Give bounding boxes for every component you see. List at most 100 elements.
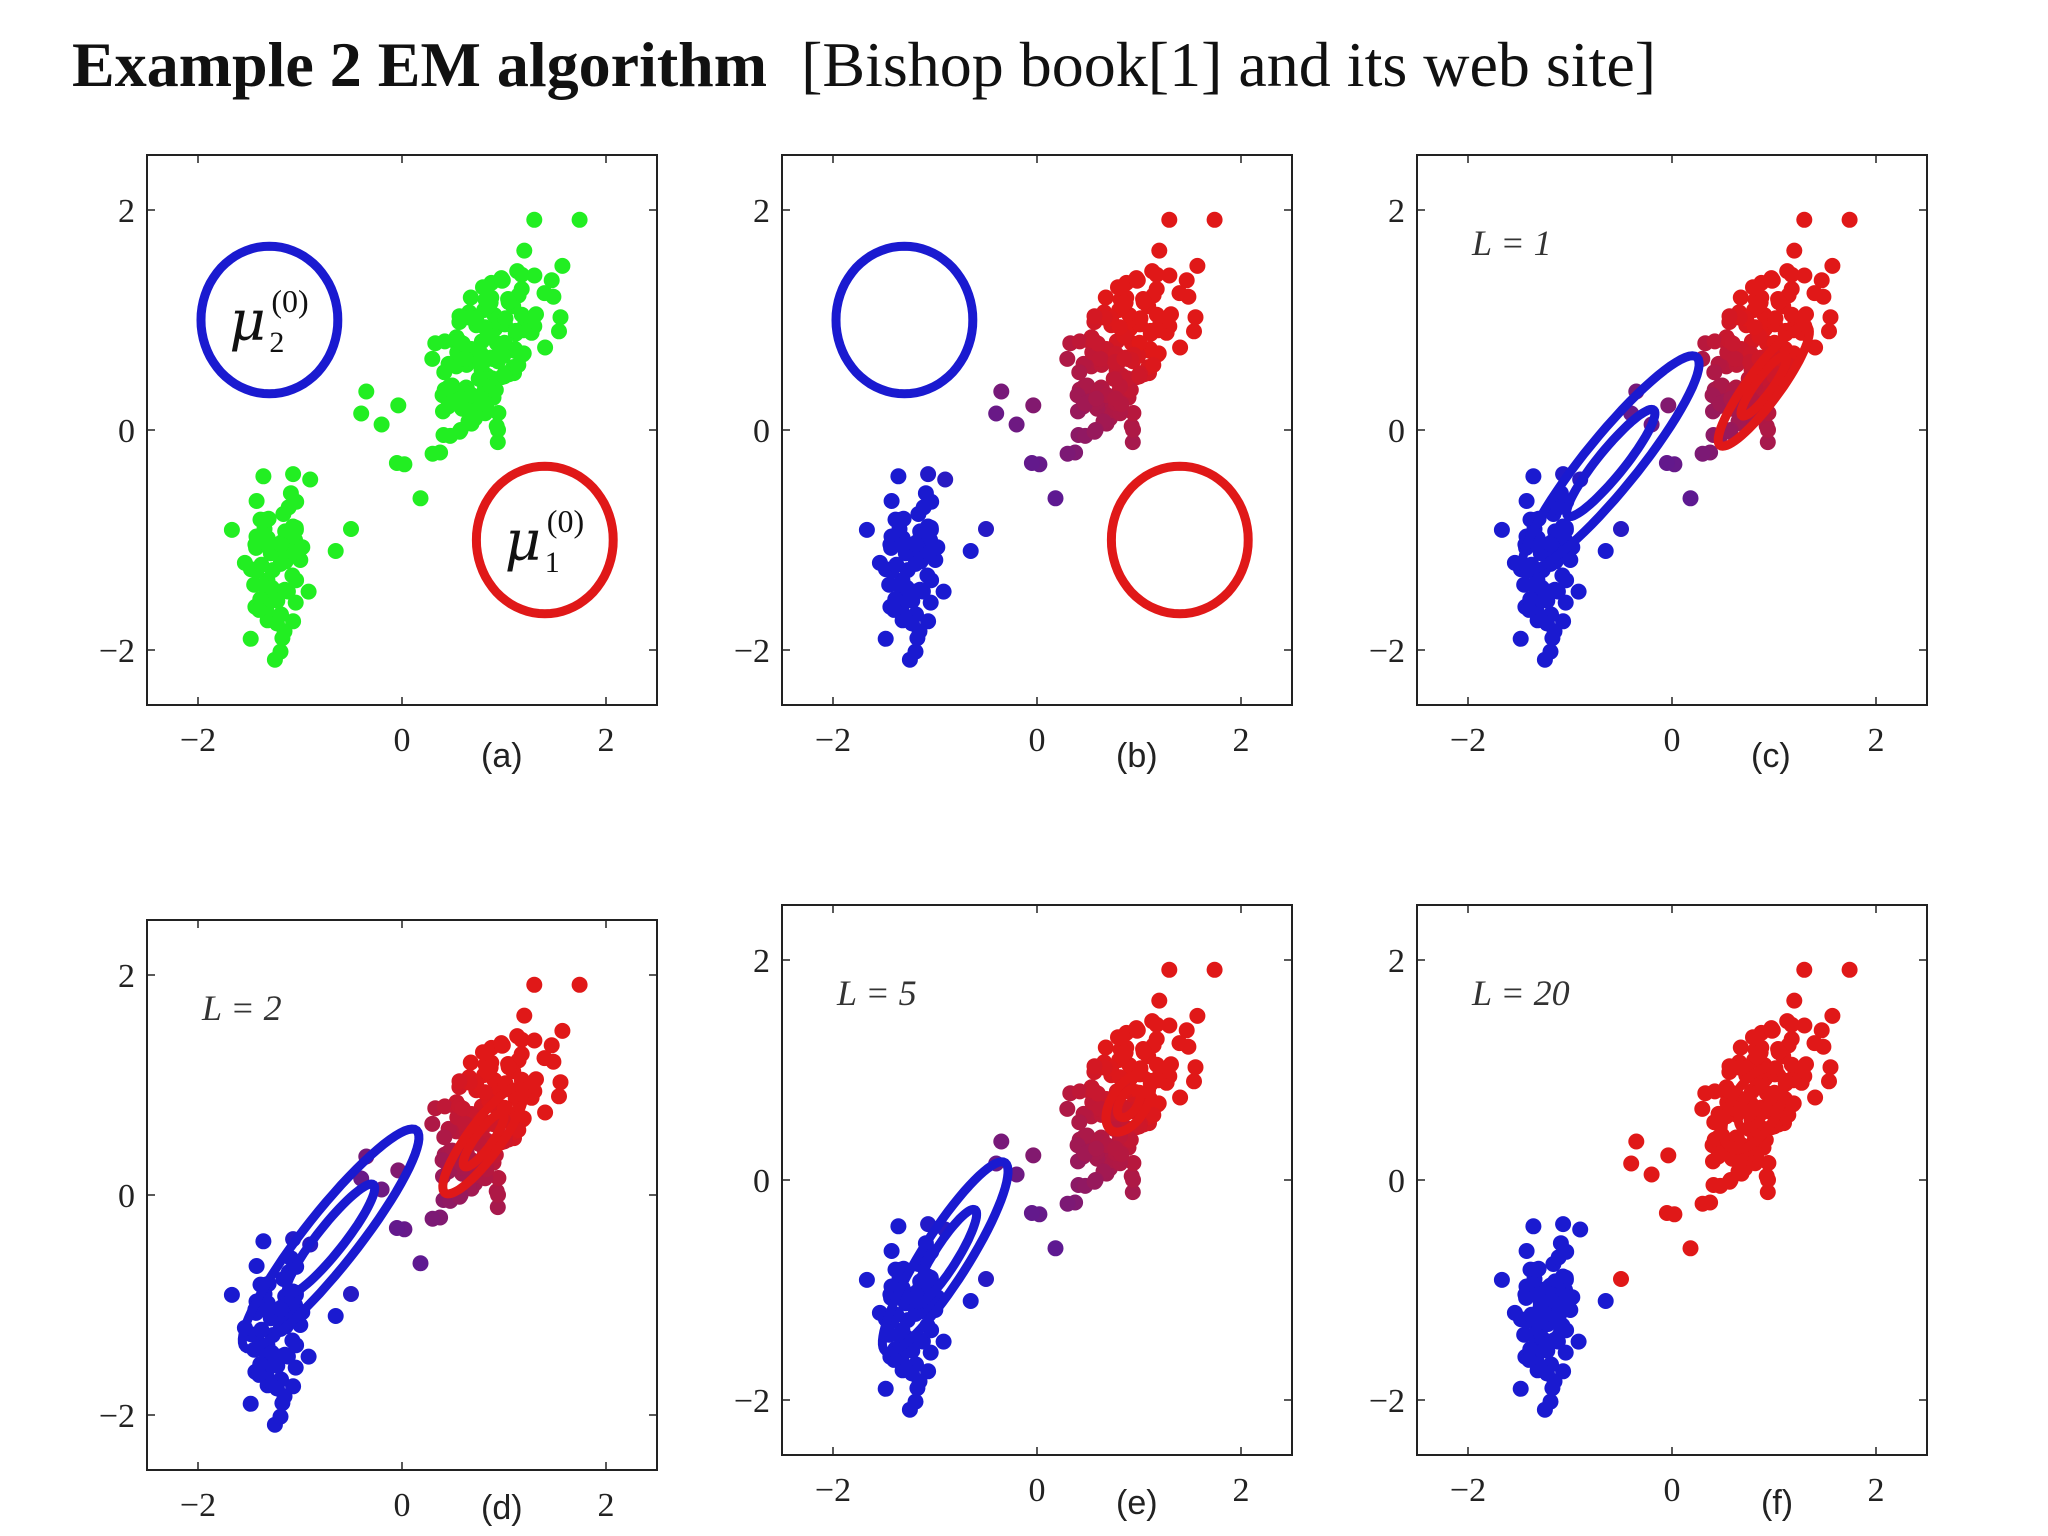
data-point	[1023, 455, 1040, 471]
panel-b: −2 0 2 −2 0 2 (b)	[697, 110, 1337, 775]
data-point	[1525, 1218, 1542, 1235]
data-point	[1059, 445, 1076, 462]
data-point	[1643, 1166, 1660, 1183]
data-point	[1658, 455, 1675, 471]
data-point	[412, 490, 429, 507]
data-point	[1148, 281, 1165, 297]
data-point	[1822, 309, 1839, 326]
y-tick-label: −2	[734, 633, 770, 670]
data-point	[1131, 334, 1148, 351]
data-point	[490, 405, 507, 421]
data-point	[1206, 211, 1223, 228]
data-point	[1180, 288, 1197, 305]
iteration-annotation: L = 2	[201, 988, 282, 1028]
data-point	[528, 1071, 544, 1088]
y-tick-label: 2	[1388, 193, 1405, 230]
x-tick-label: 0	[1029, 1472, 1046, 1509]
data-point	[962, 543, 979, 559]
data-point	[1660, 1147, 1677, 1164]
data-point	[1613, 1271, 1629, 1287]
data-point	[1071, 333, 1088, 350]
blue-component-contour	[237, 1124, 424, 1354]
data-point	[1493, 1271, 1510, 1288]
data-point	[285, 466, 302, 483]
data-point	[476, 319, 493, 336]
x-tick-label: −2	[180, 1487, 216, 1524]
data-point	[390, 397, 407, 414]
mean-label-superscript: (0)	[547, 503, 584, 539]
data-point	[858, 521, 875, 538]
data-point	[1546, 623, 1563, 640]
data-point	[1115, 294, 1132, 311]
y-tick-label: 2	[118, 958, 135, 995]
data-point	[1148, 1031, 1165, 1047]
x-tick-label: 0	[394, 1487, 411, 1524]
data-point	[253, 1321, 270, 1338]
data-point	[1822, 1059, 1839, 1076]
y-tick-label: 2	[1388, 943, 1405, 980]
data-point	[1813, 272, 1830, 289]
data-point	[284, 567, 301, 584]
data-point	[454, 1100, 471, 1117]
data-point	[1706, 1114, 1723, 1131]
data-point	[1151, 992, 1168, 1009]
data-point	[1518, 493, 1535, 509]
blue-component-contour	[1531, 1276, 1568, 1348]
data-point	[962, 1293, 979, 1309]
data-point	[451, 1073, 468, 1090]
data-point	[1125, 1155, 1142, 1171]
data-point	[1770, 294, 1787, 311]
data-point	[1533, 579, 1550, 596]
data-point	[543, 1037, 560, 1054]
data-point	[1763, 270, 1780, 287]
data-point	[300, 583, 317, 600]
data-point	[1770, 1044, 1787, 1061]
data-point	[1841, 961, 1858, 978]
x-tick-label: 0	[1664, 1472, 1681, 1509]
data-point	[1767, 310, 1784, 327]
data-point	[1148, 1016, 1165, 1033]
mean-label-superscript: (0)	[271, 283, 308, 319]
title-bold: Example 2 EM algorithm	[72, 29, 768, 100]
data-point	[259, 1301, 276, 1318]
y-tick-label: 0	[1388, 413, 1405, 450]
data-point	[269, 592, 286, 609]
data-point	[1110, 1029, 1126, 1046]
blue-component-contour	[1562, 404, 1660, 522]
data-point	[911, 623, 928, 640]
data-point	[259, 536, 276, 553]
data-point	[273, 536, 289, 553]
data-point	[1025, 1147, 1042, 1164]
y-tick-label: 0	[753, 413, 770, 450]
data-point	[1783, 1056, 1800, 1073]
data-point	[1097, 1039, 1114, 1056]
data-point	[929, 539, 946, 556]
data-point	[1163, 306, 1179, 323]
data-point	[358, 383, 375, 400]
data-point	[453, 390, 470, 407]
data-point	[911, 1373, 928, 1390]
data-point	[1613, 521, 1629, 537]
data-point	[1151, 242, 1168, 259]
data-point	[424, 1115, 441, 1132]
x-tick-label: 2	[1233, 1472, 1250, 1509]
data-point	[1132, 310, 1149, 327]
plot-frame	[146, 154, 658, 706]
data-point	[223, 521, 240, 538]
data-point	[1570, 583, 1587, 600]
data-point	[424, 350, 441, 367]
data-point	[1525, 468, 1542, 485]
plot-frame	[146, 919, 658, 1471]
data-point	[1750, 294, 1767, 311]
data-point	[1206, 961, 1223, 978]
panel-label-d: (d)	[481, 1489, 523, 1527]
data-point	[513, 281, 530, 297]
panel-label-a: (a)	[481, 737, 523, 775]
data-point	[1721, 308, 1738, 325]
data-point	[300, 1348, 317, 1365]
data-point	[424, 445, 441, 462]
data-point	[1732, 289, 1749, 306]
data-point	[272, 1408, 289, 1425]
data-point	[454, 335, 471, 352]
